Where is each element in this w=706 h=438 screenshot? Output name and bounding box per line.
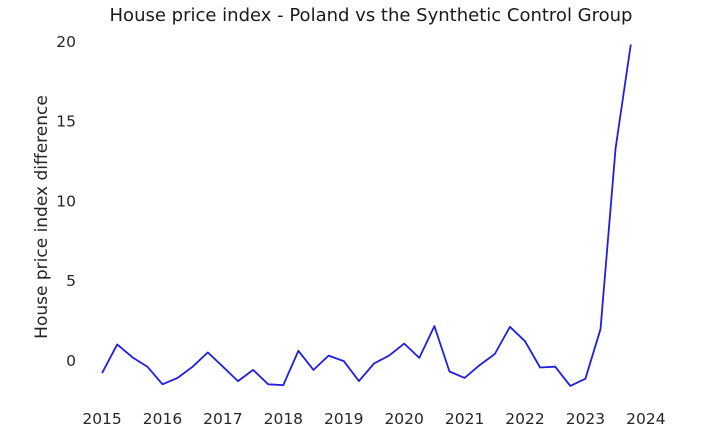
chart-title: House price index - Poland vs the Synthe… xyxy=(110,5,633,26)
x-axis: 2015 2016 2017 2018 2019 2020 2021 2022 2023 2024 xyxy=(82,410,665,428)
y-tick-label: 10 xyxy=(56,192,76,210)
plot-area xyxy=(101,44,632,387)
x-tick-label: 2017 xyxy=(203,410,242,428)
x-tick-label: 2015 xyxy=(82,410,121,428)
y-axis-label: House price index difference xyxy=(32,95,52,339)
x-tick-label: 2019 xyxy=(324,410,363,428)
x-tick-label: 2022 xyxy=(505,410,544,428)
x-tick-label: 2020 xyxy=(384,410,423,428)
y-tick-label: 5 xyxy=(66,272,76,290)
x-tick-label: 2024 xyxy=(626,410,665,428)
series-line xyxy=(101,44,632,387)
x-tick-label: 2016 xyxy=(143,410,182,428)
y-tick-label: 15 xyxy=(56,113,76,131)
x-tick-label: 2018 xyxy=(264,410,303,428)
x-tick-label: 2021 xyxy=(445,410,484,428)
x-tick-label: 2023 xyxy=(566,410,605,428)
y-tick-label: 0 xyxy=(66,352,76,370)
y-axis: 0 5 10 15 20 xyxy=(56,33,76,370)
y-tick-label: 20 xyxy=(56,33,76,51)
